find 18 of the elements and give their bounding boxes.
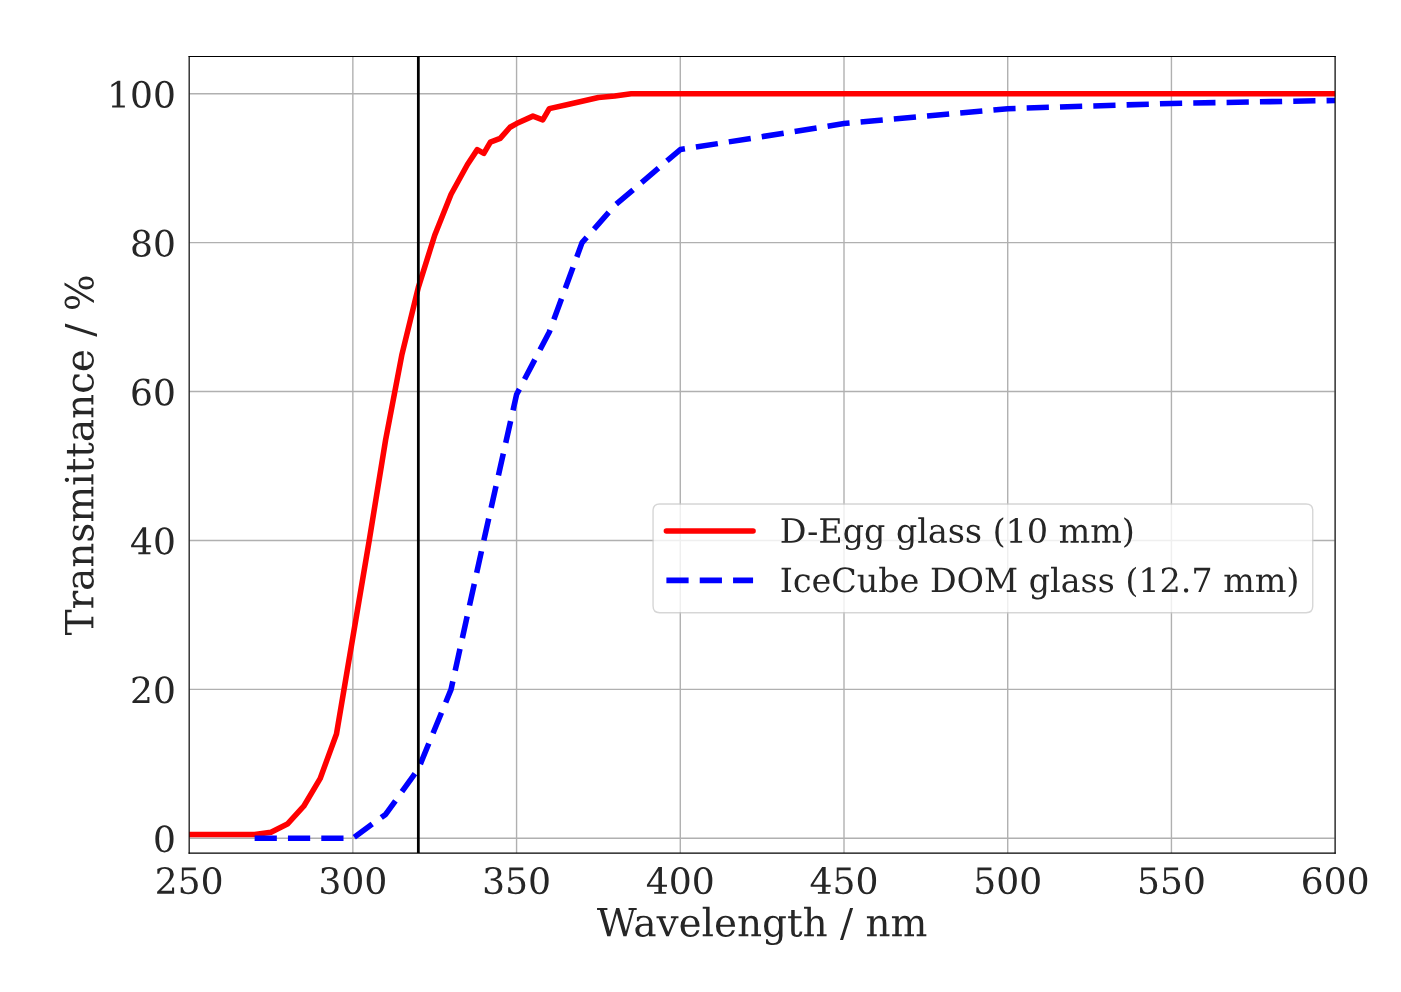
x-tick-label: 300 — [321, 866, 385, 895]
x-tick-label: 600 — [1303, 866, 1368, 895]
legend-label: IceCube DOM glass (12.7 mm) — [781, 566, 1297, 600]
x-tick-label: 550 — [1140, 866, 1204, 895]
x-axis-title: Wavelength / nm — [597, 906, 927, 946]
legend-label: D-Egg glass (10 mm) — [781, 517, 1133, 551]
y-tick-label: 40 — [131, 527, 174, 555]
x-tick-label: 500 — [976, 866, 1040, 895]
y-axis-title: Transmittance / % — [64, 276, 97, 635]
x-tick-label: 350 — [484, 866, 549, 895]
y-tick-label: 0 — [155, 825, 174, 853]
x-tick-label: 400 — [646, 866, 713, 895]
x-tick-label: 250 — [157, 866, 222, 895]
y-tick-label: 60 — [132, 378, 174, 406]
y-tick-label: 20 — [132, 676, 174, 704]
x-tick-label: 450 — [810, 866, 877, 895]
y-tick-label: 100 — [111, 80, 174, 108]
y-tick-label: 80 — [132, 229, 174, 257]
